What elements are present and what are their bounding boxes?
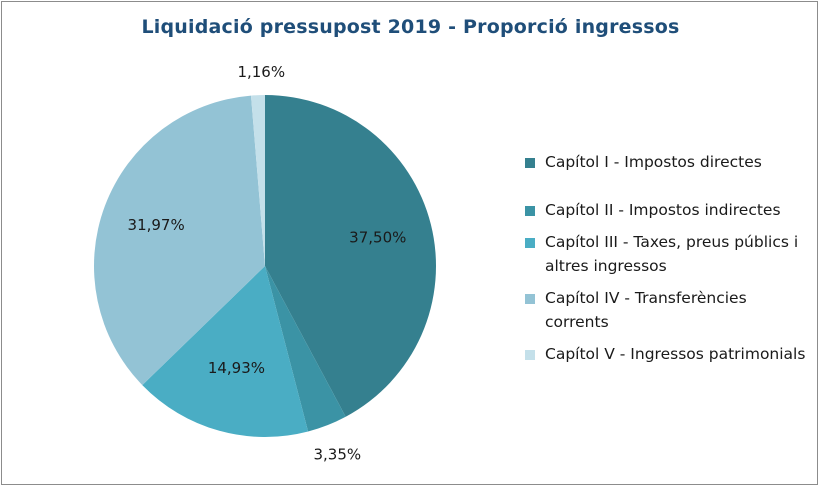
legend-item-capitol-ii: Capítol II - Impostos indirectes [525, 198, 810, 222]
legend-item-capitol-iii: Capítol III - Taxes, preus públics i alt… [525, 230, 810, 278]
legend-label-capitol-v: Capítol V - Ingressos patrimonials [545, 345, 806, 363]
data-label-capitol-iii: 14,93% [208, 359, 265, 377]
legend-item-capitol-v: Capítol V - Ingressos patrimonials [525, 342, 810, 366]
legend-swatch-capitol-ii [525, 206, 535, 216]
pie-slice-capitol-ii [265, 266, 346, 432]
legend-label-capitol-iii: Capítol III - Taxes, preus públics i alt… [545, 233, 799, 275]
legend-label-capitol-i: Capítol I - Impostos directes [545, 153, 762, 171]
legend-swatch-capitol-v [525, 350, 535, 360]
pie-slice-capitol-iii [142, 266, 309, 437]
legend-item-capitol-iv: Capítol IV - Transferències corrents [525, 286, 810, 334]
legend-swatch-capitol-iv [525, 294, 535, 304]
pie-slice-capitol-v [250, 95, 265, 266]
legend-swatch-capitol-iii [525, 238, 535, 248]
data-label-capitol-v: 1,16% [237, 63, 285, 81]
data-label-capitol-ii: 3,35% [313, 446, 361, 464]
legend-item-capitol-i: Capítol I - Impostos directes [525, 150, 810, 174]
legend-label-capitol-ii: Capítol II - Impostos indirectes [545, 201, 781, 219]
chart-title: Liquidació pressupost 2019 - Proporció i… [141, 16, 680, 38]
data-label-capitol-i: 37,50% [349, 229, 406, 247]
pie-slice-capitol-iv [93, 95, 265, 386]
pie-slice-capitol-i [265, 95, 437, 417]
data-label-capitol-iv: 31,97% [128, 216, 185, 234]
legend-label-capitol-iv: Capítol IV - Transferències corrents [545, 289, 747, 331]
chart-legend: Capítol I - Impostos directes Capítol II… [525, 150, 810, 366]
legend-swatch-capitol-i [525, 158, 535, 168]
